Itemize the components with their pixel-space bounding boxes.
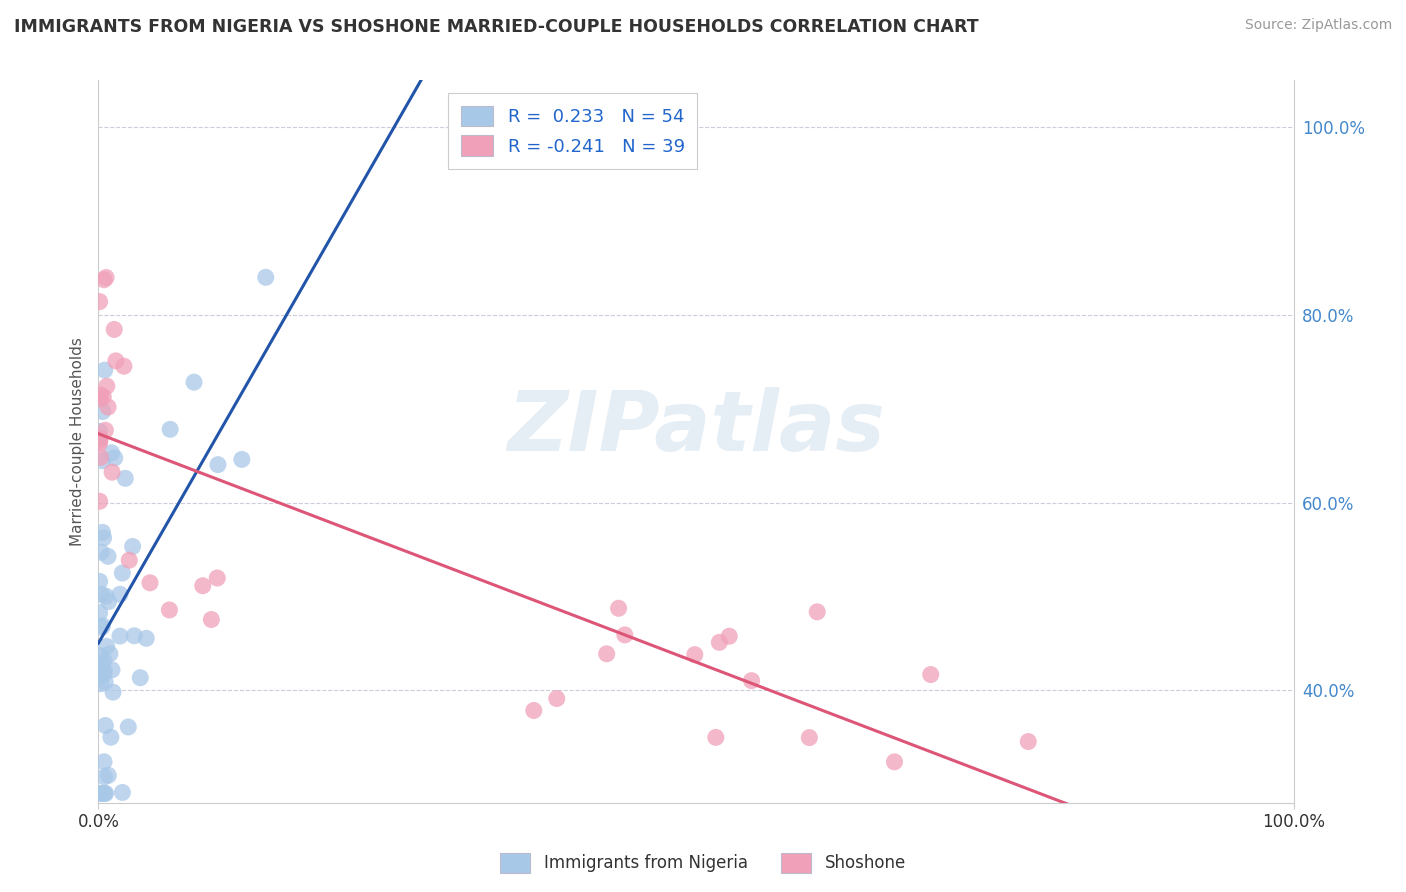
Point bbox=[101, 465, 124, 479]
Point bbox=[89, 494, 111, 508]
Legend: Immigrants from Nigeria, Shoshone: Immigrants from Nigeria, Shoshone bbox=[494, 847, 912, 880]
Point bbox=[200, 613, 222, 627]
Point bbox=[806, 605, 828, 619]
Point bbox=[112, 359, 135, 374]
Point bbox=[104, 450, 127, 465]
Point bbox=[111, 785, 134, 799]
Point bbox=[98, 647, 121, 661]
Point bbox=[129, 671, 152, 685]
Point bbox=[920, 667, 942, 681]
Text: Source: ZipAtlas.com: Source: ZipAtlas.com bbox=[1244, 18, 1392, 32]
Point bbox=[89, 431, 111, 445]
Point bbox=[90, 450, 112, 465]
Point bbox=[94, 270, 117, 285]
Point bbox=[91, 454, 114, 468]
Point bbox=[91, 786, 114, 800]
Point bbox=[89, 574, 111, 589]
Point bbox=[108, 587, 131, 601]
Point bbox=[93, 273, 115, 287]
Point bbox=[93, 667, 115, 681]
Point bbox=[704, 731, 727, 745]
Point bbox=[90, 620, 112, 634]
Point bbox=[799, 731, 821, 745]
Point bbox=[89, 436, 111, 450]
Point bbox=[159, 422, 181, 436]
Point bbox=[104, 354, 127, 368]
Point bbox=[103, 322, 125, 336]
Point bbox=[111, 566, 134, 580]
Point bbox=[93, 786, 115, 800]
Point bbox=[93, 363, 115, 377]
Point bbox=[89, 294, 111, 309]
Point bbox=[89, 432, 111, 446]
Point bbox=[121, 540, 143, 554]
Point bbox=[90, 388, 112, 402]
Point bbox=[89, 425, 111, 439]
Point bbox=[90, 648, 112, 663]
Point bbox=[91, 404, 114, 418]
Point bbox=[97, 549, 120, 564]
Point bbox=[91, 618, 114, 632]
Point bbox=[207, 458, 229, 472]
Point bbox=[207, 571, 229, 585]
Point bbox=[96, 379, 118, 393]
Point bbox=[157, 603, 180, 617]
Y-axis label: Married-couple Households: Married-couple Households bbox=[69, 337, 84, 546]
Point bbox=[94, 674, 117, 689]
Point bbox=[94, 423, 117, 437]
Point bbox=[89, 786, 111, 800]
Point bbox=[100, 446, 122, 460]
Text: IMMIGRANTS FROM NIGERIA VS SHOSHONE MARRIED-COUPLE HOUSEHOLDS CORRELATION CHART: IMMIGRANTS FROM NIGERIA VS SHOSHONE MARR… bbox=[14, 18, 979, 36]
Point bbox=[191, 579, 214, 593]
Point bbox=[97, 768, 120, 782]
Point bbox=[93, 531, 115, 545]
Point bbox=[94, 786, 117, 800]
Point bbox=[100, 730, 122, 744]
Point bbox=[89, 392, 111, 406]
Point bbox=[607, 601, 630, 615]
Point bbox=[718, 629, 741, 643]
Point bbox=[89, 434, 111, 448]
Point bbox=[596, 647, 619, 661]
Point bbox=[683, 648, 706, 662]
Point bbox=[90, 676, 112, 690]
Point bbox=[91, 390, 114, 404]
Point bbox=[108, 629, 131, 643]
Point bbox=[741, 673, 763, 688]
Point bbox=[89, 606, 111, 620]
Point bbox=[546, 691, 568, 706]
Point bbox=[97, 594, 120, 608]
Text: ZIPatlas: ZIPatlas bbox=[508, 386, 884, 467]
Point bbox=[90, 657, 112, 672]
Point bbox=[96, 640, 118, 654]
Point bbox=[101, 685, 124, 699]
Point bbox=[93, 653, 115, 667]
Point bbox=[117, 720, 139, 734]
Point bbox=[135, 632, 157, 646]
Point bbox=[90, 587, 112, 601]
Point bbox=[1017, 734, 1039, 748]
Point bbox=[94, 718, 117, 732]
Point bbox=[523, 704, 546, 718]
Point bbox=[89, 669, 111, 683]
Point bbox=[613, 628, 636, 642]
Point bbox=[231, 452, 253, 467]
Legend: R =  0.233   N = 54, R = -0.241   N = 39: R = 0.233 N = 54, R = -0.241 N = 39 bbox=[449, 93, 697, 169]
Point bbox=[114, 471, 136, 485]
Point bbox=[101, 663, 124, 677]
Point bbox=[93, 755, 115, 769]
Point bbox=[709, 635, 731, 649]
Point bbox=[124, 629, 146, 643]
Point bbox=[94, 589, 117, 603]
Point bbox=[118, 553, 141, 567]
Point bbox=[183, 375, 205, 389]
Point bbox=[254, 270, 277, 285]
Point bbox=[91, 525, 114, 540]
Point bbox=[97, 400, 120, 414]
Point bbox=[93, 770, 115, 784]
Point bbox=[139, 575, 162, 590]
Point bbox=[90, 545, 112, 559]
Point bbox=[93, 664, 115, 678]
Point bbox=[883, 755, 905, 769]
